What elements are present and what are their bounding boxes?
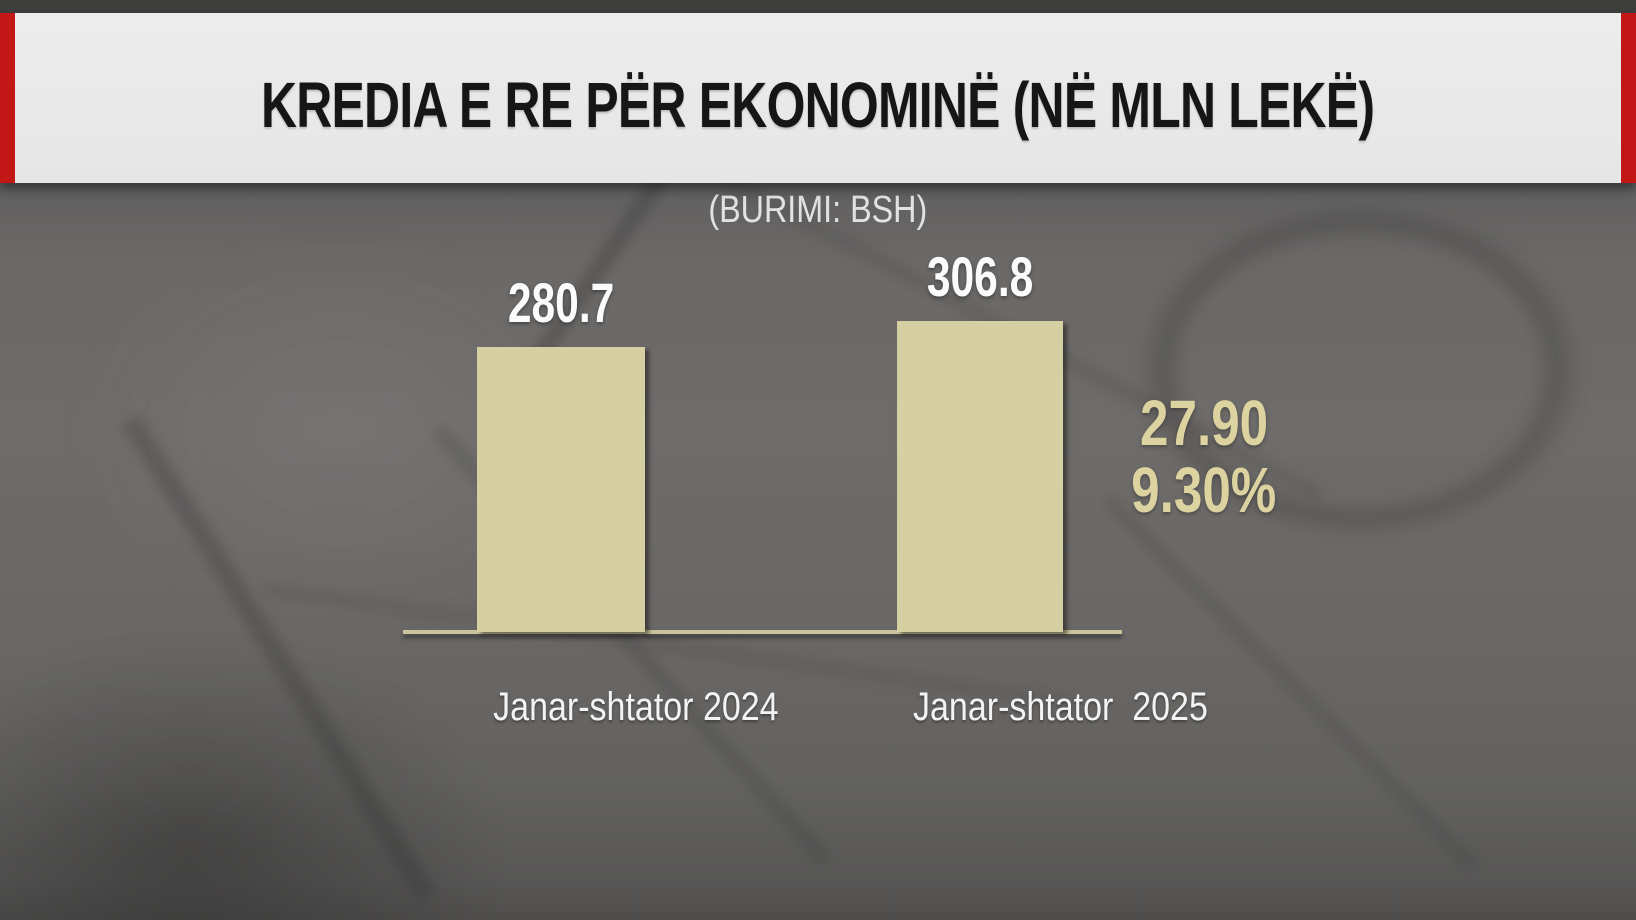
- category-label-2025: Janar-shtator 2025: [912, 685, 1208, 729]
- chart-title: KREDIA E RE PËR EKONOMINË (NË MLN LEKË): [261, 69, 1375, 141]
- title-banner: KREDIA E RE PËR EKONOMINË (NË MLN LEKË): [0, 13, 1636, 183]
- top-edge-strip: [0, 0, 1636, 13]
- bar-2024: [477, 347, 645, 632]
- change-annotation: 27.90 9.30%: [1096, 390, 1312, 524]
- source-label: (BURIMI: BSH): [708, 189, 928, 231]
- bar-value-2025: 306.8: [926, 245, 1034, 308]
- bar-group-2025: 306.8: [897, 249, 1063, 632]
- title-plate: KREDIA E RE PËR EKONOMINË (NË MLN LEKË): [15, 13, 1621, 183]
- bar-2025: [897, 321, 1063, 632]
- bar-value-2024: 280.7: [507, 271, 615, 334]
- category-label-2024: Janar-shtator 2024: [492, 685, 779, 729]
- red-accent-left: [0, 13, 15, 183]
- bar-group-2024: 280.7: [477, 275, 645, 632]
- absolute-change-value: 27.90: [1139, 387, 1269, 459]
- percent-change-value: 9.30%: [1131, 454, 1277, 526]
- x-axis-line: [403, 630, 1122, 634]
- red-accent-right: [1621, 13, 1636, 183]
